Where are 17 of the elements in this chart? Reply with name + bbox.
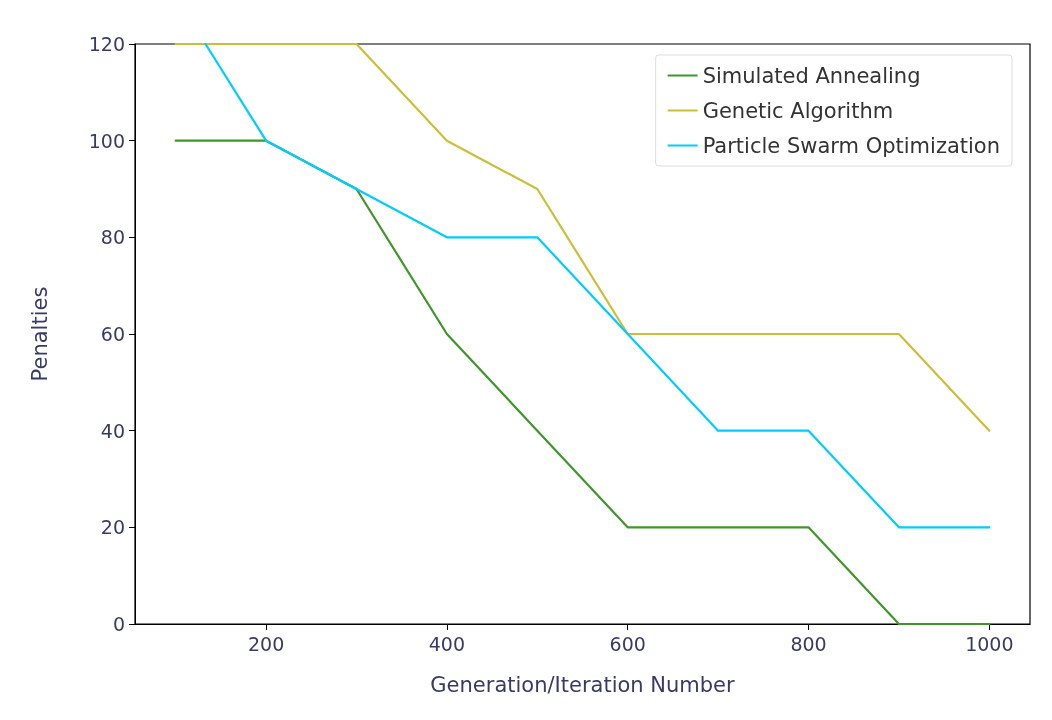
x-tick-label: 800 (790, 632, 827, 655)
y-tick-label: 20 (100, 516, 125, 539)
legend-label: Simulated Annealing (702, 63, 921, 88)
y-tick-label: 80 (100, 226, 125, 249)
x-tick-label: 400 (428, 632, 466, 655)
legend-label: Particle Swarm Optimization (702, 133, 1000, 158)
x-tick-label: 200 (247, 632, 285, 655)
y-tick-label: 120 (88, 33, 125, 55)
x-axis-title: Generation/Iteration Number (430, 672, 736, 697)
y-tick-label: 100 (88, 129, 125, 152)
x-tick-label: 1000 (965, 632, 1014, 655)
y-tick-label: 60 (100, 323, 125, 345)
y-axis-title: Penalties (27, 286, 52, 382)
y-tick-label: 40 (100, 419, 125, 442)
legend-label: Genetic Algorithm (702, 98, 894, 123)
x-tick-label: 600 (609, 632, 646, 655)
y-tick-label: 0 (112, 613, 125, 635)
